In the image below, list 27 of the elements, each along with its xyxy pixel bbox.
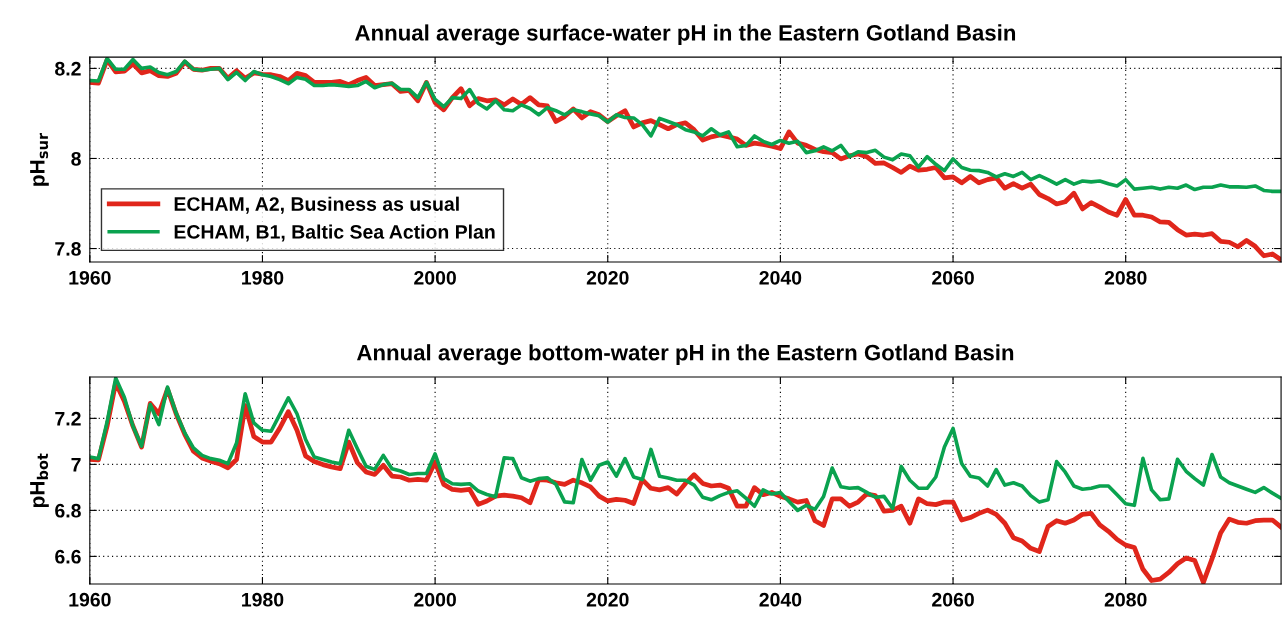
y-tick-label: 7.8 [55, 242, 81, 256]
x-tick-label: 2080 [1104, 592, 1147, 607]
x-tick-label: 2000 [414, 592, 456, 607]
x-tick-label: 1960 [69, 592, 111, 607]
x-tick-label: 2060 [932, 592, 974, 607]
x-tick-label: 2080 [1104, 270, 1147, 285]
y-tick-label: 8 [71, 151, 81, 166]
y-tick-label: 7 [71, 458, 81, 472]
x-tick-label: 2040 [759, 592, 802, 607]
y-tick-label: 6.8 [55, 503, 81, 518]
x-tick-label: 1980 [242, 270, 284, 285]
x-tick-label: 2060 [932, 270, 974, 285]
x-tick-label: 2040 [759, 270, 802, 285]
chart-title: Annual average bottom-water pH in the Eastern Gotland Basin [356, 344, 1014, 365]
y-tick-label: 7.2 [55, 411, 81, 426]
x-tick-label: 1980 [242, 592, 284, 607]
y-axis-title: pH$_{bot}$ [30, 453, 49, 508]
x-tick-label: 2020 [586, 270, 629, 285]
y-tick-label: 8.2 [55, 61, 81, 76]
x-tick-label: 1960 [69, 270, 111, 285]
chart-title: Annual average surface-water pH in the Eastern Gotland Basin [355, 24, 1016, 46]
legend-label: ECHAM, B1, Baltic Sea Action Plan [174, 224, 495, 242]
x-tick-label: 2000 [414, 270, 456, 285]
x-tick-label: 2020 [586, 592, 629, 607]
y-tick-label: 6.6 [55, 549, 81, 564]
legend-label: ECHAM, A2, Business as usual [174, 196, 459, 214]
y-axis-title: pH$_{sur}$ [30, 132, 49, 186]
